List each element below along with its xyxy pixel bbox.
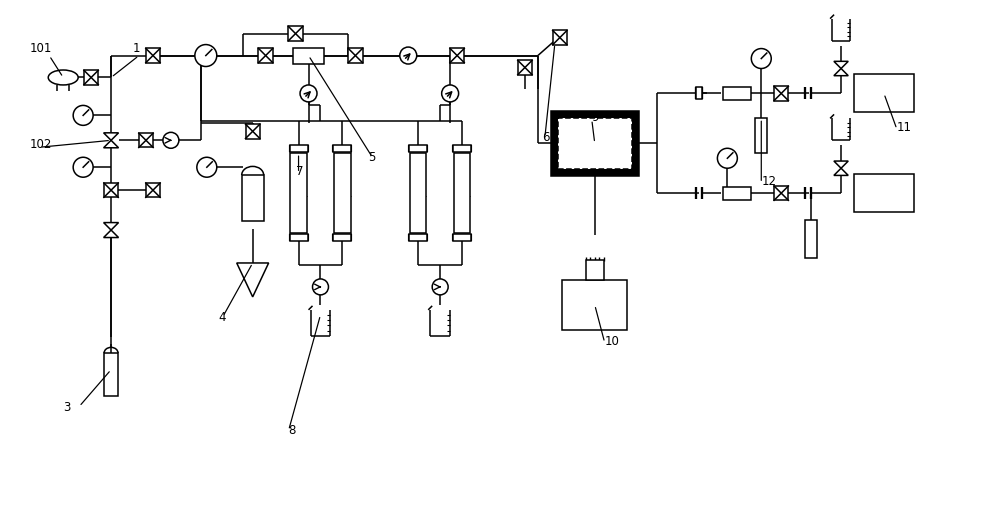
Polygon shape — [834, 62, 848, 69]
Bar — [293, 48, 324, 65]
Text: 11: 11 — [897, 121, 912, 134]
Bar — [409, 235, 427, 241]
Bar — [518, 61, 532, 76]
Text: 3: 3 — [63, 400, 71, 413]
Circle shape — [197, 158, 217, 178]
Bar — [805, 221, 817, 259]
Bar — [586, 261, 604, 280]
Bar — [551, 112, 639, 176]
Bar — [774, 187, 788, 201]
Bar — [562, 280, 627, 330]
Circle shape — [195, 45, 217, 67]
Polygon shape — [104, 231, 119, 238]
Bar — [104, 354, 118, 396]
Bar — [288, 27, 303, 42]
Bar — [104, 184, 118, 198]
Circle shape — [717, 149, 737, 169]
Bar — [409, 146, 427, 153]
Bar — [246, 125, 260, 139]
Bar — [84, 71, 98, 85]
Bar — [854, 75, 914, 113]
Bar — [854, 175, 914, 213]
Bar — [558, 119, 632, 169]
Ellipse shape — [48, 71, 78, 86]
Bar — [242, 176, 264, 222]
Polygon shape — [237, 264, 269, 297]
Circle shape — [313, 279, 328, 295]
Bar — [450, 49, 464, 64]
Text: 4: 4 — [219, 310, 226, 323]
Polygon shape — [104, 141, 119, 148]
Polygon shape — [834, 169, 848, 176]
Bar — [146, 49, 160, 64]
Bar — [290, 154, 307, 234]
Circle shape — [751, 49, 771, 69]
Bar — [755, 119, 767, 154]
Text: 6: 6 — [542, 131, 549, 144]
Text: 10: 10 — [605, 334, 620, 347]
Text: 8: 8 — [289, 424, 296, 437]
Circle shape — [432, 279, 448, 295]
Bar — [146, 184, 160, 198]
Text: 102: 102 — [29, 138, 52, 151]
Bar — [348, 49, 363, 64]
Bar — [696, 88, 702, 100]
Bar — [334, 154, 351, 234]
Bar — [553, 31, 567, 45]
Bar — [333, 235, 351, 241]
Bar — [453, 146, 471, 153]
Circle shape — [300, 86, 317, 103]
Text: 1: 1 — [133, 41, 141, 55]
Bar — [723, 187, 751, 200]
Circle shape — [163, 133, 179, 149]
Circle shape — [442, 86, 459, 103]
Bar — [453, 235, 471, 241]
Text: 101: 101 — [29, 41, 52, 55]
Text: 9: 9 — [592, 111, 599, 124]
Bar — [139, 134, 153, 148]
Bar — [290, 146, 308, 153]
Bar — [410, 154, 426, 234]
Circle shape — [73, 158, 93, 178]
Polygon shape — [104, 223, 119, 231]
Polygon shape — [834, 69, 848, 77]
Circle shape — [73, 106, 93, 126]
Bar — [723, 88, 751, 100]
Circle shape — [400, 48, 417, 65]
Polygon shape — [104, 133, 119, 141]
Text: 7: 7 — [296, 165, 303, 178]
Bar — [258, 49, 273, 64]
Bar — [454, 154, 470, 234]
Text: 5: 5 — [368, 151, 376, 164]
Bar — [290, 235, 308, 241]
Bar — [333, 146, 351, 153]
Polygon shape — [834, 162, 848, 169]
Bar — [774, 87, 788, 102]
Text: 12: 12 — [761, 175, 776, 188]
